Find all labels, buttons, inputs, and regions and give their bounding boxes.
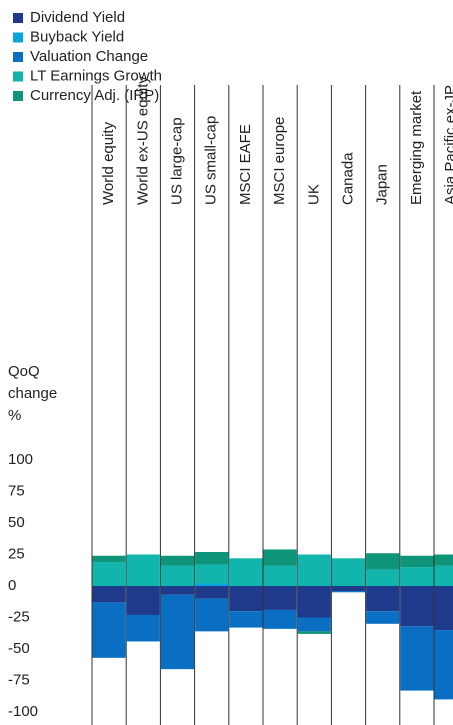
bar-segment <box>92 562 126 586</box>
bar-segment <box>160 594 195 670</box>
bar-segment <box>195 598 229 632</box>
legend-swatch <box>13 32 23 43</box>
bar-segment <box>331 591 366 593</box>
bar-segment <box>263 549 297 566</box>
bar-segment <box>297 554 331 586</box>
x-tick-label: World ex-US equity <box>134 76 151 205</box>
bar-segment <box>366 553 400 570</box>
legend-swatch <box>13 13 23 23</box>
bar-segment <box>263 565 297 586</box>
bar-segment <box>92 555 126 563</box>
y-tick-label: -25 <box>8 608 30 625</box>
bar-segment <box>297 631 331 634</box>
bar-segment <box>160 555 195 566</box>
x-tick-label: World equity <box>100 121 117 205</box>
bar-segment <box>229 611 263 628</box>
legend-swatch <box>13 52 23 62</box>
x-tick-label: US large-cap <box>168 117 185 205</box>
bar-segment <box>263 586 297 610</box>
y-axis-label: % <box>8 407 21 424</box>
y-tick-label: -50 <box>8 640 30 657</box>
legend-label: Valuation Change <box>30 48 148 65</box>
legend-swatch <box>13 91 23 101</box>
bar-segment <box>434 565 453 586</box>
y-tick-label: 100 <box>8 451 33 468</box>
bar-segment <box>263 609 297 629</box>
x-tick-label: MSCI EAFE <box>237 124 254 205</box>
bar-segment <box>195 583 229 586</box>
bar-segment <box>434 630 453 700</box>
x-tick-label: Asia Pacific ex-JP <box>442 85 453 205</box>
bar-segment <box>434 586 453 631</box>
legend-label: Dividend Yield <box>30 9 125 26</box>
bar-segment <box>331 558 366 586</box>
bar-segment <box>400 586 434 627</box>
x-tick-label: UK <box>305 184 322 205</box>
bar-segment <box>366 586 400 612</box>
legend: Dividend Yield Buyback Yield Valuation Cha… <box>13 9 162 104</box>
legend-swatch <box>13 71 23 82</box>
x-tick-label: US small-cap <box>203 116 220 205</box>
y-axis-label: change <box>8 385 57 402</box>
bar-segment <box>331 586 366 592</box>
bar-segment <box>366 569 400 586</box>
y-axis-label: QoQ <box>8 363 40 380</box>
x-tick-label: Japan <box>374 164 391 205</box>
bar-segment <box>297 617 331 632</box>
bar-segment <box>195 564 229 584</box>
legend-label: Currency Adj. (IRP) <box>30 87 159 104</box>
bar-segment <box>92 586 126 603</box>
bar-segment <box>126 554 160 586</box>
legend-label: LT Earnings Growth <box>30 67 162 84</box>
plot: World equity World ex-US equity US large-c… <box>91 76 453 725</box>
bar-segment <box>160 586 195 595</box>
bar-segment <box>400 567 434 586</box>
bar-segment <box>229 586 263 612</box>
x-tick-label: Canada <box>339 152 356 205</box>
bar-segment <box>195 551 229 565</box>
y-tick-label: 75 <box>8 482 25 499</box>
y-tick-label: -75 <box>8 671 30 688</box>
y-tick-label: 25 <box>8 545 25 562</box>
x-tick-label: MSCI europe <box>271 117 288 205</box>
bar-segment <box>366 611 400 624</box>
bar-segment <box>160 565 195 586</box>
bar-segment <box>92 602 126 658</box>
bar-segment <box>195 586 229 599</box>
y-tick-label: 50 <box>8 514 25 531</box>
bar-segment <box>126 614 160 642</box>
bar-segment <box>400 626 434 691</box>
y-tick-label: -100 <box>8 703 38 720</box>
bar-segment <box>126 586 160 615</box>
bar-segment <box>297 586 331 618</box>
x-tick-label: Emerging market <box>408 90 425 205</box>
bar-segment <box>400 555 434 568</box>
bar-segment <box>229 558 263 586</box>
bar-segment <box>434 554 453 566</box>
y-tick-label: 0 <box>8 577 16 594</box>
legend-label: Buyback Yield <box>30 28 124 45</box>
